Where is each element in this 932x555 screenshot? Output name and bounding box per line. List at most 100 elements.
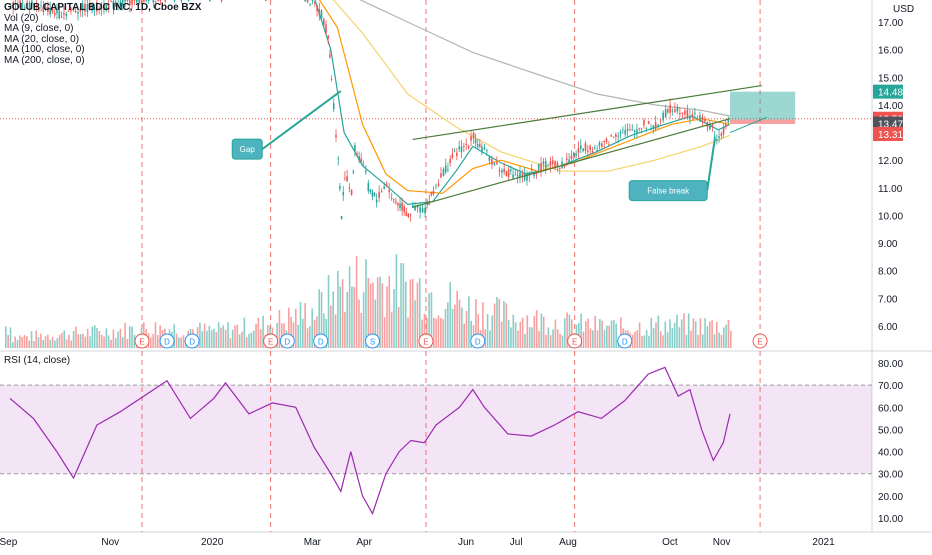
candle-body [544, 161, 547, 169]
volume-bar [304, 302, 306, 348]
volume-bar [477, 314, 480, 348]
price-tick-label: 8.00 [878, 267, 898, 278]
candle-body [356, 153, 358, 156]
event-marker-label: D [189, 338, 195, 347]
indicator-ma9[interactable]: MA (9, close, 0) [4, 23, 74, 35]
time-tick-label: Jun [458, 537, 474, 548]
volume-bar [47, 334, 49, 348]
candle-body [367, 183, 370, 192]
volume-bar [255, 323, 257, 348]
rsi-label[interactable]: RSI (14, close) [4, 355, 71, 366]
candle-body [31, 0, 33, 4]
price-tick-label: 15.00 [878, 73, 903, 84]
volume-bar [72, 330, 75, 348]
annotation-text-1: False break [647, 187, 690, 196]
volume-bar [56, 338, 59, 348]
candle-body [540, 163, 542, 173]
annotation-pointer-0 [261, 90, 342, 150]
candle-body [601, 143, 603, 147]
candle-body [493, 163, 496, 166]
candle-body [636, 129, 638, 134]
candle-body [35, 5, 38, 8]
volume-bar [524, 333, 526, 348]
candle-body [430, 192, 433, 196]
volume-bar [538, 331, 540, 348]
volume-bar [63, 330, 66, 348]
volume-bar [278, 309, 281, 348]
ma-line-3 [359, 0, 731, 117]
volume-bar [430, 292, 433, 348]
volume-bar [458, 299, 461, 348]
candle-body [617, 135, 620, 137]
candle-body [603, 140, 605, 143]
candle-body [605, 138, 608, 142]
candle-body [96, 2, 98, 12]
volume-bar [178, 337, 180, 348]
candle-body [335, 134, 337, 138]
candle-body [516, 175, 519, 177]
candle-body [33, 2, 36, 9]
indicator-ma200[interactable]: MA (200, close, 0) [4, 54, 85, 66]
volume-bar [54, 340, 56, 348]
target-zone-stop [730, 119, 796, 124]
volume-bar [613, 320, 615, 348]
volume-bar [341, 279, 344, 348]
volume-bar [725, 324, 727, 348]
volume-bar [636, 330, 639, 348]
volume-bar [585, 321, 587, 348]
candle-body [440, 173, 442, 178]
volume-bar [493, 303, 496, 348]
candle-body [565, 158, 568, 161]
volume-bar [245, 337, 248, 348]
candle-body [498, 170, 501, 172]
volume-bar [697, 334, 699, 348]
event-marker-label: E [757, 338, 762, 347]
indicator-ma20[interactable]: MA (20, close, 0) [4, 33, 80, 45]
candle-body [686, 109, 689, 118]
volume-bar [75, 326, 77, 348]
volume-bar [280, 323, 283, 348]
volume-bar [250, 332, 253, 348]
candle-body [554, 160, 556, 169]
candle-body [465, 143, 468, 145]
candle-body [633, 130, 636, 132]
candle-body [74, 11, 77, 13]
candle-body [375, 199, 378, 203]
price-badge-3 [873, 126, 903, 141]
volume-bar [89, 336, 91, 348]
indicator-ma100[interactable]: MA (100, close, 0) [4, 44, 85, 56]
volume-bar [545, 334, 547, 348]
volume-bar [648, 335, 650, 348]
volume-bar [531, 327, 533, 348]
candle-body [10, 5, 12, 7]
candle-body [496, 162, 498, 165]
candle-body [608, 144, 610, 146]
candle-body [91, 3, 93, 12]
candle-body [645, 128, 648, 129]
candle-body [460, 146, 463, 153]
candle-body [358, 156, 360, 160]
indicator-vol[interactable]: Vol (20) [4, 12, 39, 24]
volume-bar [505, 303, 508, 348]
volume-bar [35, 330, 38, 348]
volume-bar [432, 317, 435, 348]
volume-bar [374, 299, 377, 348]
rsi-tick-label: 20.00 [878, 492, 903, 503]
candle-body [718, 136, 720, 139]
volume-bar [425, 318, 428, 348]
volume-bar [40, 333, 42, 348]
volume-bar [220, 327, 222, 348]
candle-body [309, 4, 311, 6]
volume-bar [290, 316, 292, 348]
volume-bar [461, 307, 463, 348]
candle-body [63, 12, 65, 15]
currency-label: USD [893, 4, 914, 15]
volume-bar [666, 332, 669, 348]
volume-bar [514, 322, 517, 348]
volume-bar [173, 324, 175, 348]
candle-body [49, 7, 51, 15]
volume-bar [547, 327, 550, 348]
candle-body [591, 150, 594, 153]
rsi-tick-label: 70.00 [878, 381, 903, 392]
